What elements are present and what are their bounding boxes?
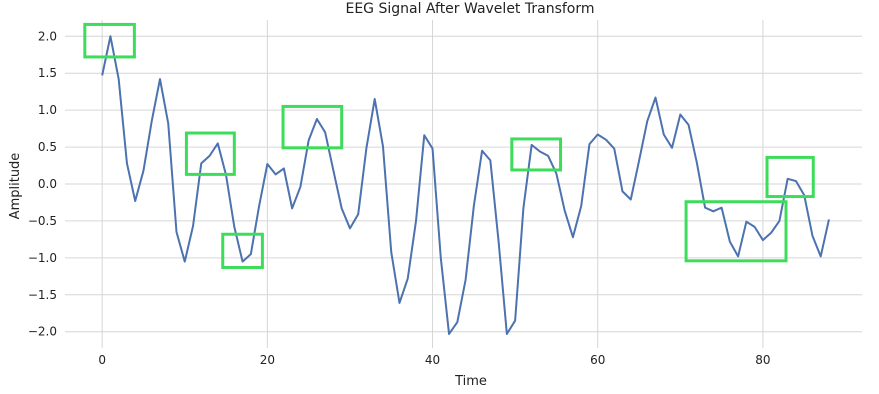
y-tick-label: 0.5 <box>38 140 57 154</box>
y-tick-label: −1.0 <box>28 251 57 265</box>
y-tick-label: 1.5 <box>38 66 57 80</box>
highlight-box <box>684 200 788 263</box>
highlight-box <box>281 104 344 150</box>
x-tick-label: 80 <box>755 353 770 367</box>
x-tick-label: 0 <box>98 353 106 367</box>
y-axis-label: Amplitude <box>8 153 23 220</box>
y-tick-label: −0.5 <box>28 214 57 228</box>
chart-title: EEG Signal After Wavelet Transform <box>345 1 594 17</box>
y-tick-label: 2.0 <box>38 29 57 43</box>
y-tick-label: 1.0 <box>38 103 57 117</box>
x-tick-label: 20 <box>260 353 275 367</box>
highlight-box <box>510 137 563 172</box>
x-tick-label: 40 <box>425 353 440 367</box>
highlight-box <box>83 22 136 59</box>
y-tick-label: 0.0 <box>38 177 57 191</box>
y-tick-label: −1.5 <box>28 288 57 302</box>
highlight-box <box>765 155 815 199</box>
y-tick-label: −2.0 <box>28 325 57 339</box>
x-axis-ticks: 0 20 40 60 80 <box>98 353 770 367</box>
highlight-box <box>221 232 264 269</box>
highlight-boxes <box>83 22 815 269</box>
plot-area <box>101 35 830 335</box>
y-axis-ticks: −2.0 −1.5 −1.0 −0.5 0.0 0.5 1.0 1.5 2.0 <box>28 29 57 338</box>
signal-line <box>101 35 830 335</box>
x-axis-label: Time <box>454 374 487 389</box>
highlight-box <box>184 131 236 176</box>
grid <box>65 20 862 348</box>
x-tick-label: 60 <box>590 353 605 367</box>
